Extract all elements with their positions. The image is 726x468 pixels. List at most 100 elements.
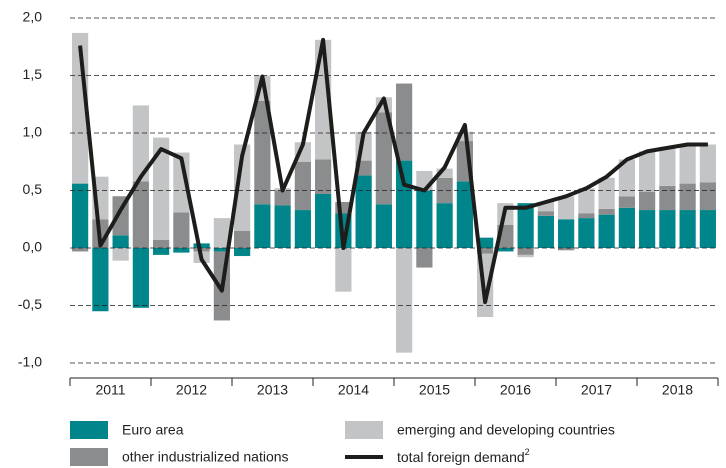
bar-segment xyxy=(618,159,635,197)
bar-segment xyxy=(294,210,311,248)
legend-swatch xyxy=(70,448,108,466)
bar-segment xyxy=(254,100,271,205)
bar-segment xyxy=(234,248,251,257)
x-tick-label: 2011 xyxy=(95,382,125,398)
bar-segment xyxy=(193,243,210,248)
x-tick-label: 2017 xyxy=(581,382,612,398)
x-tick-label: 2016 xyxy=(500,382,531,398)
bar-segment xyxy=(517,248,534,255)
legend-swatch xyxy=(70,421,108,439)
bar-segment xyxy=(213,218,230,248)
bar-segment xyxy=(132,248,149,308)
bar-segment xyxy=(173,248,190,253)
bar-segment xyxy=(396,83,413,161)
bar-segment xyxy=(132,105,149,182)
bar-segment xyxy=(578,218,595,248)
y-tick-label: 1,5 xyxy=(23,66,43,82)
y-tick-label: 1,0 xyxy=(23,124,43,140)
bar-segment xyxy=(234,144,251,231)
bar-segment xyxy=(659,146,676,186)
bar-segment xyxy=(436,177,453,204)
legend-label-text: total foreign demand xyxy=(397,449,525,465)
x-tick-label: 2013 xyxy=(257,382,288,398)
bar-segment xyxy=(315,193,332,248)
bar-segment xyxy=(112,248,129,261)
y-tick-label: -1,0 xyxy=(18,354,42,370)
bar-segment xyxy=(416,190,433,248)
bar-segment xyxy=(234,230,251,248)
bar-segment xyxy=(436,203,453,248)
bar-segment xyxy=(335,202,352,214)
x-tick-label: 2014 xyxy=(338,382,369,398)
bar-segment xyxy=(396,248,413,353)
bar-segment xyxy=(173,212,190,248)
bar-segment xyxy=(517,254,534,258)
bar-segment xyxy=(598,214,615,248)
y-tick-label: 0,0 xyxy=(23,239,43,255)
bar-segment xyxy=(639,151,656,192)
legend-label: emerging and developing countries xyxy=(397,422,615,438)
x-tick-label: 2012 xyxy=(176,382,207,398)
bar-segment xyxy=(497,248,514,252)
y-tick-label: 0,5 xyxy=(23,181,43,197)
bar-segment xyxy=(153,239,170,248)
bar-segment xyxy=(416,248,433,268)
bar-segment xyxy=(294,161,311,211)
bar-segment xyxy=(72,248,89,252)
bar-segment xyxy=(396,160,413,248)
bar-segment xyxy=(558,219,575,248)
bar-segment xyxy=(132,181,149,248)
bar-segment xyxy=(153,137,170,240)
bar-segment xyxy=(254,204,271,248)
bar-segment xyxy=(659,185,676,211)
bar-segment xyxy=(679,183,696,211)
y-tick-label: -0,5 xyxy=(18,296,42,312)
y-tick-label: 2,0 xyxy=(23,9,43,25)
bar-segment xyxy=(578,213,595,219)
bar-segment xyxy=(213,248,230,252)
legend-footnote: 2 xyxy=(525,447,530,457)
bar-segment xyxy=(375,112,392,205)
bar-segment xyxy=(72,183,89,248)
legend-swatch xyxy=(345,421,383,439)
bar-segment xyxy=(375,204,392,248)
bar-segment xyxy=(153,248,170,255)
legend-label: total foreign demand2 xyxy=(397,447,530,464)
bar-segment xyxy=(558,196,575,220)
bar-segment xyxy=(537,215,554,248)
bar-segment xyxy=(679,210,696,248)
bar-segment xyxy=(659,210,676,248)
bar-segment xyxy=(699,210,716,248)
bar-segment xyxy=(355,175,372,248)
bar-segment xyxy=(618,207,635,248)
bar-segment xyxy=(618,196,635,208)
bar-segment xyxy=(598,208,615,215)
total-line xyxy=(78,37,708,305)
x-tick-label: 2018 xyxy=(662,382,693,398)
bar-segment xyxy=(436,168,453,178)
bar-segment xyxy=(456,181,473,248)
bar-segment xyxy=(699,144,716,183)
x-tick-label: 2015 xyxy=(419,382,450,398)
bar-segment xyxy=(477,248,494,254)
bar-segment xyxy=(335,248,352,292)
bar-segment xyxy=(679,144,696,184)
bar-segment xyxy=(274,205,291,248)
bar-segment xyxy=(315,159,332,194)
bar-segment xyxy=(639,210,656,248)
bar-segment xyxy=(598,177,615,209)
bar-segment xyxy=(92,248,109,312)
bar-segment xyxy=(112,235,129,248)
bar-segment xyxy=(578,188,595,214)
bar-segment xyxy=(517,203,534,248)
bar-segment xyxy=(274,190,291,206)
legend-label: Euro area xyxy=(122,422,184,438)
bar-segment xyxy=(537,211,554,216)
bar-segment xyxy=(477,237,494,248)
bar-segment xyxy=(537,202,554,212)
bar-segment xyxy=(558,248,575,251)
bar-segment xyxy=(639,191,656,211)
bar-segment xyxy=(173,152,190,213)
bar-segment xyxy=(699,182,716,211)
